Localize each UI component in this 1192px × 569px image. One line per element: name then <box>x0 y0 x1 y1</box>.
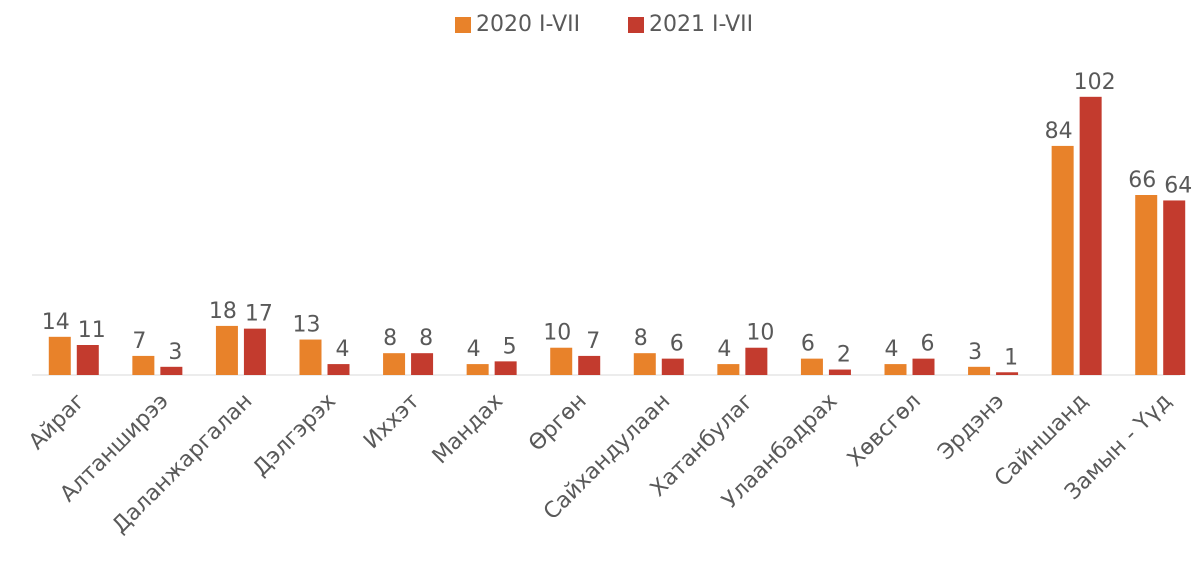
bar <box>968 366 991 375</box>
data-label: 1 <box>1004 345 1018 370</box>
data-label: 66 <box>1128 168 1156 193</box>
bar <box>745 347 768 375</box>
data-label: 8 <box>419 326 433 351</box>
data-label: 11 <box>78 318 106 343</box>
data-label: 8 <box>383 326 397 351</box>
data-label: 4 <box>717 337 731 362</box>
bar <box>550 347 573 375</box>
x-tick-label: Мандах <box>428 389 508 469</box>
legend-swatch <box>628 17 644 33</box>
x-tick-label: Айраг <box>24 389 90 455</box>
legend-label: 2021 I-VII <box>649 12 753 37</box>
data-label: 102 <box>1074 70 1116 95</box>
bar <box>633 353 656 375</box>
data-label: 6 <box>801 332 815 357</box>
data-label: 10 <box>543 321 571 346</box>
bar <box>1079 96 1102 376</box>
bar <box>912 358 935 375</box>
x-tick-label: Өргөн <box>524 389 592 457</box>
bar <box>494 361 517 375</box>
data-label: 4 <box>467 337 481 362</box>
x-tick-label: Иххэт <box>359 389 424 454</box>
bar <box>327 364 350 375</box>
bar <box>884 364 907 375</box>
bar <box>411 353 434 375</box>
bar <box>996 372 1019 375</box>
bar <box>299 339 322 375</box>
bar <box>466 364 489 375</box>
bar <box>243 328 266 375</box>
data-label: 17 <box>245 302 273 327</box>
bar <box>1135 195 1158 375</box>
data-label: 5 <box>503 334 517 359</box>
data-label: 3 <box>968 340 982 365</box>
legend-swatch <box>455 17 471 33</box>
data-label: 7 <box>586 329 600 354</box>
legend-label: 2020 I-VII <box>476 12 580 37</box>
bar <box>661 358 684 375</box>
data-label: 3 <box>168 340 182 365</box>
x-tick-label: Даланжаргалан <box>108 389 258 539</box>
x-tick-label: Дэлгэрэх <box>248 389 341 482</box>
data-label: 84 <box>1045 119 1073 144</box>
data-label: 18 <box>209 299 237 324</box>
bar <box>717 364 740 375</box>
bar <box>215 325 238 375</box>
data-label: 7 <box>132 329 146 354</box>
data-label: 13 <box>293 313 321 338</box>
data-label: 6 <box>921 332 935 357</box>
data-label: 4 <box>885 337 899 362</box>
bar <box>383 353 406 375</box>
data-label: 6 <box>670 332 684 357</box>
bar <box>48 336 71 375</box>
data-label: 14 <box>42 310 70 335</box>
data-label: 2 <box>837 343 851 368</box>
bar <box>828 369 851 375</box>
bar <box>800 358 823 375</box>
data-label: 10 <box>746 321 774 346</box>
x-tick-label: Эрдэнэ <box>933 389 1009 465</box>
bar <box>1163 200 1186 375</box>
bar <box>132 355 155 375</box>
x-tick-label: Хөвсгөл <box>843 389 926 472</box>
bar <box>578 355 601 375</box>
bar <box>160 366 183 375</box>
data-label: 8 <box>634 326 648 351</box>
data-label: 4 <box>336 337 350 362</box>
data-label: 64 <box>1164 173 1192 198</box>
bar <box>1051 145 1074 375</box>
bar <box>76 345 99 375</box>
